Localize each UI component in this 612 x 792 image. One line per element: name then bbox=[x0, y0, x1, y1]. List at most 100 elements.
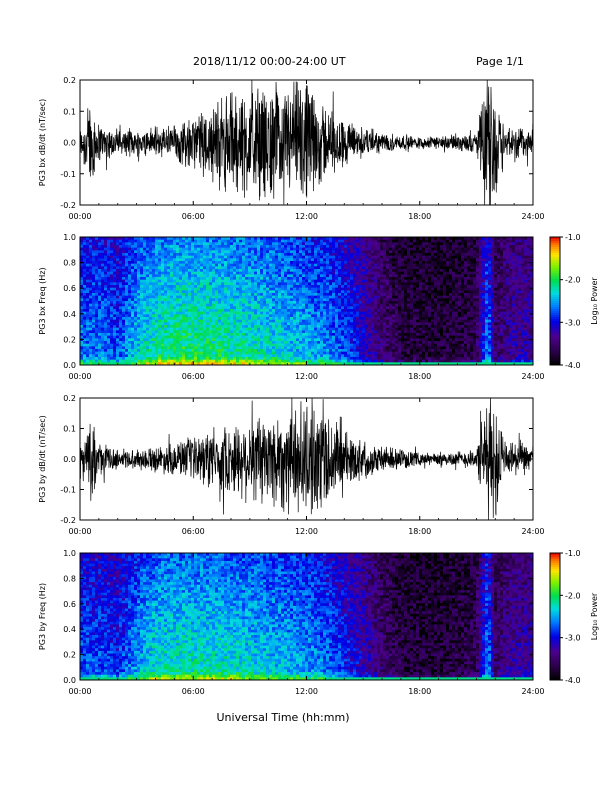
spectrogram-cell bbox=[143, 362, 147, 366]
spectrogram-cell bbox=[101, 330, 105, 334]
spectrogram-cell bbox=[224, 242, 228, 246]
spectrogram-cell bbox=[209, 266, 213, 270]
spectrogram-cell bbox=[368, 277, 372, 281]
spectrogram-cell bbox=[251, 274, 255, 278]
spectrogram-cell bbox=[209, 343, 213, 347]
spectrogram-cell bbox=[179, 362, 183, 366]
spectrogram-cell bbox=[113, 290, 117, 294]
spectrogram-cell bbox=[233, 322, 237, 326]
spectrogram-cell bbox=[224, 237, 228, 241]
spectrogram-cell bbox=[194, 242, 198, 246]
spectrogram-cell bbox=[122, 287, 126, 291]
spectrogram-cell bbox=[233, 325, 237, 329]
spectrogram-cell bbox=[173, 303, 177, 307]
spectrogram-cell bbox=[350, 346, 354, 350]
spectrogram-cell bbox=[386, 282, 390, 286]
spectrogram-cell bbox=[191, 306, 195, 310]
spectrogram-cell bbox=[104, 303, 108, 307]
spectrogram-cell bbox=[278, 279, 282, 283]
spectrogram-cell bbox=[284, 311, 288, 315]
spectrogram-cell bbox=[350, 362, 354, 366]
spectrogram-cell bbox=[173, 242, 177, 246]
spectrogram-cell bbox=[260, 245, 264, 249]
spectrogram-cell bbox=[176, 279, 180, 283]
spectrogram-cell bbox=[221, 274, 225, 278]
spectrogram-cell bbox=[98, 325, 102, 329]
spectrogram-cell bbox=[128, 325, 132, 329]
spectrogram-cell bbox=[293, 301, 297, 305]
spectrogram-cell bbox=[347, 261, 351, 265]
spectrogram-cell bbox=[302, 349, 306, 353]
spectrogram-cell bbox=[164, 325, 168, 329]
spectrogram-cell bbox=[197, 287, 201, 291]
spectrogram-cell bbox=[320, 295, 324, 299]
spectrogram-cell bbox=[350, 359, 354, 363]
spectrogram-cell bbox=[305, 349, 309, 353]
spectrogram-cell bbox=[365, 263, 369, 267]
spectrogram-cell bbox=[317, 327, 321, 331]
spectrogram-cell bbox=[320, 255, 324, 259]
spectrogram-cell bbox=[197, 298, 201, 302]
spectrogram-cell bbox=[368, 295, 372, 299]
spectrogram-cell bbox=[287, 261, 291, 265]
spectrogram-cell bbox=[86, 357, 90, 361]
spectrogram-cell bbox=[125, 282, 129, 286]
spectrogram-cell bbox=[113, 274, 117, 278]
spectrogram-cell bbox=[125, 245, 129, 249]
spectrogram-cell bbox=[371, 314, 375, 318]
spectrogram-cell bbox=[350, 306, 354, 310]
spectrogram-cell bbox=[386, 322, 390, 326]
spectrogram-cell bbox=[254, 279, 258, 283]
spectrogram-cell bbox=[191, 319, 195, 323]
spectrogram-cell bbox=[140, 359, 144, 363]
spectrogram-cell bbox=[311, 319, 315, 323]
spectrogram-cell bbox=[230, 293, 234, 297]
spectrogram-cell bbox=[89, 330, 93, 334]
spectrogram-cell bbox=[179, 247, 183, 251]
spectrogram-cell bbox=[212, 253, 216, 257]
spectrogram-cell bbox=[260, 341, 264, 345]
spectrogram-cell bbox=[176, 295, 180, 299]
spectrogram-cell bbox=[134, 330, 138, 334]
spectrogram-cell bbox=[197, 341, 201, 345]
spectrogram-cell bbox=[80, 293, 84, 297]
spectrogram-cell bbox=[356, 357, 360, 361]
spectrogram-cell bbox=[170, 309, 174, 313]
spectrogram-cell bbox=[218, 242, 222, 246]
spectrogram-cell bbox=[227, 322, 231, 326]
spectrogram-cell bbox=[257, 274, 261, 278]
spectrogram-cell bbox=[224, 266, 228, 270]
spectrogram-cell bbox=[173, 282, 177, 286]
spectrogram-cell bbox=[263, 341, 267, 345]
spectrogram-cell bbox=[173, 266, 177, 270]
spectrogram-cell bbox=[362, 258, 366, 262]
spectrogram-cell bbox=[203, 335, 207, 339]
spectrogram-cell bbox=[257, 303, 261, 307]
spectrogram-cell bbox=[332, 306, 336, 310]
spectrogram-cell bbox=[323, 247, 327, 251]
spectrogram-cell bbox=[188, 351, 192, 355]
spectrogram-cell bbox=[230, 341, 234, 345]
spectrogram-cell bbox=[296, 285, 300, 289]
spectrogram-cell bbox=[260, 279, 264, 283]
spectrogram-cell bbox=[110, 351, 114, 355]
spectrogram-cell bbox=[134, 290, 138, 294]
spectrogram-cell bbox=[128, 351, 132, 355]
spectrogram-cell bbox=[95, 274, 99, 278]
spectrogram-cell bbox=[299, 250, 303, 254]
spectrogram-cell bbox=[257, 271, 261, 275]
spectrogram-cell bbox=[224, 357, 228, 361]
spectrogram-cell bbox=[95, 327, 99, 331]
spectrogram-cell bbox=[338, 338, 342, 342]
spectrogram-cell bbox=[350, 266, 354, 270]
spectrogram-cell bbox=[305, 282, 309, 286]
spectrogram-cell bbox=[203, 338, 207, 342]
spectrogram-cell bbox=[317, 266, 321, 270]
spectrogram-cell bbox=[92, 341, 96, 345]
spectrogram-cell bbox=[374, 293, 378, 297]
spectrogram-cell bbox=[341, 293, 345, 297]
spectrogram-cell bbox=[86, 237, 90, 241]
spectrogram-cell bbox=[92, 255, 96, 259]
spectrogram-cell bbox=[275, 317, 279, 321]
spectrogram-cell bbox=[266, 282, 270, 286]
